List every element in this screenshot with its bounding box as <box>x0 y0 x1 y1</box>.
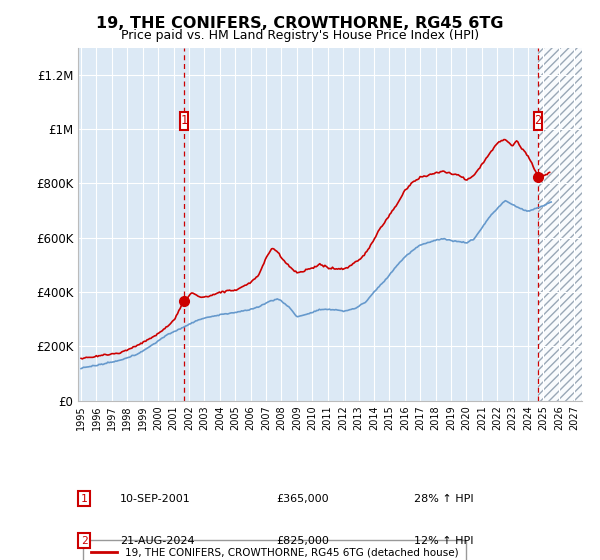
Text: £365,000: £365,000 <box>276 493 329 503</box>
Legend: 19, THE CONIFERS, CROWTHORNE, RG45 6TG (detached house), HPI: Average price, det: 19, THE CONIFERS, CROWTHORNE, RG45 6TG (… <box>83 540 466 560</box>
FancyBboxPatch shape <box>533 111 542 130</box>
FancyBboxPatch shape <box>180 111 188 130</box>
Bar <box>538 48 582 400</box>
Text: 1: 1 <box>181 114 188 128</box>
Text: 2: 2 <box>80 535 88 545</box>
Text: 12% ↑ HPI: 12% ↑ HPI <box>414 535 473 545</box>
Text: 19, THE CONIFERS, CROWTHORNE, RG45 6TG: 19, THE CONIFERS, CROWTHORNE, RG45 6TG <box>96 16 504 31</box>
Text: £825,000: £825,000 <box>276 535 329 545</box>
Text: 10-SEP-2001: 10-SEP-2001 <box>120 493 191 503</box>
Text: Price paid vs. HM Land Registry's House Price Index (HPI): Price paid vs. HM Land Registry's House … <box>121 29 479 42</box>
Text: 21-AUG-2024: 21-AUG-2024 <box>120 535 194 545</box>
Text: 28% ↑ HPI: 28% ↑ HPI <box>414 493 473 503</box>
Text: 2: 2 <box>535 114 541 128</box>
Text: 1: 1 <box>80 493 88 503</box>
